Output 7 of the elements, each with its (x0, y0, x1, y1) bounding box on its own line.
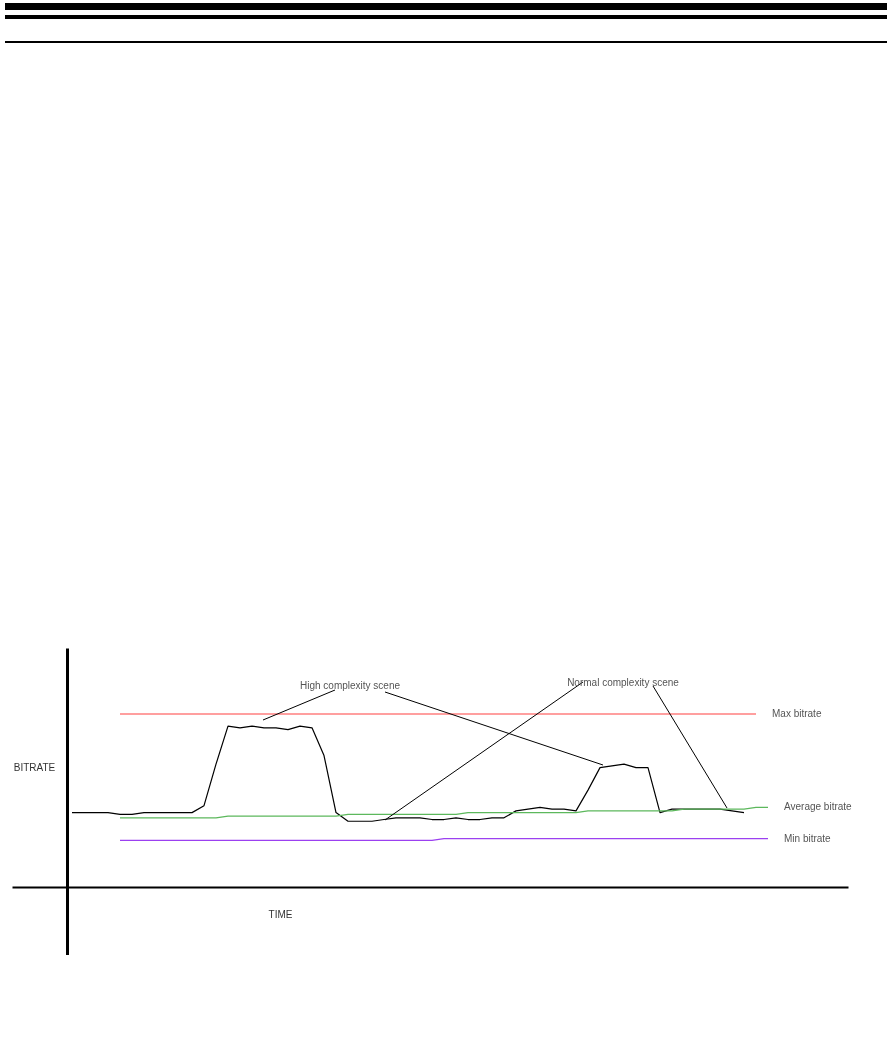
series-label: Max bitrate (772, 708, 822, 719)
series-label: Average bitrate (784, 801, 853, 813)
y-axis-title: BITRATE (13, 761, 56, 773)
text: High complexity scene (299, 680, 401, 691)
text: Normal complexity scene (567, 677, 679, 688)
series-label: Min bitrate (784, 832, 832, 844)
x-axis-title: TIME (268, 908, 293, 920)
